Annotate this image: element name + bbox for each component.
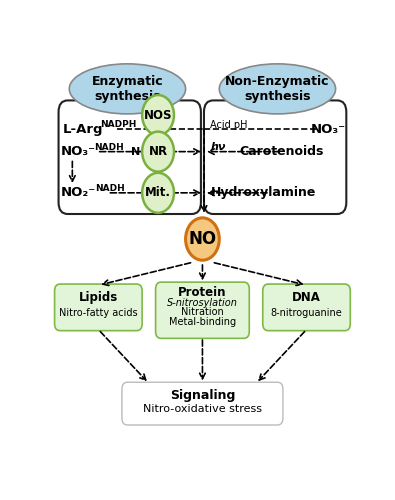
- Text: Nitro-oxidative stress: Nitro-oxidative stress: [143, 404, 262, 414]
- Text: Nitro-fatty acids: Nitro-fatty acids: [59, 308, 138, 318]
- FancyBboxPatch shape: [55, 284, 142, 331]
- Text: S-nitrosylation: S-nitrosylation: [167, 298, 238, 308]
- Text: L-Arg: L-Arg: [63, 123, 103, 136]
- Ellipse shape: [219, 64, 336, 114]
- Circle shape: [142, 173, 174, 213]
- Text: NO₃⁻: NO₃⁻: [61, 145, 96, 158]
- Text: Mit.: Mit.: [145, 186, 171, 200]
- Text: Signaling: Signaling: [170, 388, 235, 402]
- Text: Carotenoids: Carotenoids: [239, 145, 324, 158]
- Text: Lipids: Lipids: [79, 291, 118, 304]
- Text: NADPH: NADPH: [100, 120, 136, 129]
- Text: NO₂⁻: NO₂⁻: [132, 146, 161, 156]
- Circle shape: [186, 218, 219, 260]
- Circle shape: [142, 132, 174, 172]
- Text: NADH: NADH: [95, 184, 124, 192]
- Text: NADH: NADH: [94, 142, 124, 152]
- Text: Non-Enzymatic
synthesis: Non-Enzymatic synthesis: [225, 75, 330, 103]
- Text: Metal-binding: Metal-binding: [169, 317, 236, 327]
- Text: DNA: DNA: [292, 291, 321, 304]
- Text: NOS: NOS: [144, 108, 172, 122]
- Text: NO₃⁻: NO₃⁻: [311, 123, 346, 136]
- FancyBboxPatch shape: [156, 282, 249, 339]
- Text: Acid pH: Acid pH: [210, 120, 248, 130]
- Text: NO: NO: [188, 230, 216, 248]
- Text: NO₂⁻: NO₂⁻: [61, 186, 96, 200]
- FancyBboxPatch shape: [263, 284, 350, 331]
- Circle shape: [142, 95, 174, 135]
- Text: Enzymatic
synthesis: Enzymatic synthesis: [92, 75, 163, 103]
- Text: Protein: Protein: [178, 286, 227, 300]
- Ellipse shape: [69, 64, 186, 114]
- Text: Nitration: Nitration: [181, 307, 224, 317]
- Text: hν: hν: [211, 142, 226, 152]
- Text: Hydroxylamine: Hydroxylamine: [211, 186, 316, 200]
- Text: NR: NR: [149, 145, 167, 158]
- FancyBboxPatch shape: [122, 382, 283, 425]
- Text: 8-nitroguanine: 8-nitroguanine: [271, 308, 342, 318]
